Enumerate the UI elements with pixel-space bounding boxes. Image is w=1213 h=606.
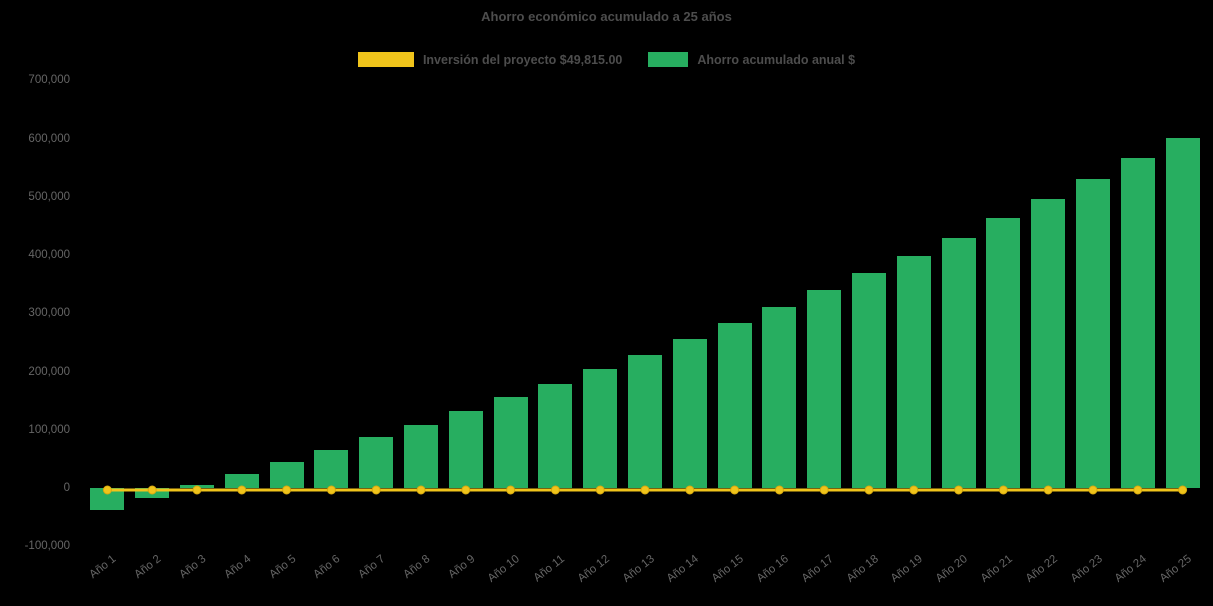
x-axis-tick-label: Año 22 [1023, 553, 1060, 585]
y-axis-tick-label: 100,000 [28, 423, 70, 436]
x-axis-tick-label: Año 5 [266, 553, 298, 581]
x-axis-tick-label: Año 20 [933, 553, 970, 585]
x-axis-tick-label: Año 7 [356, 553, 388, 581]
bar-año-14 [672, 338, 707, 488]
x-axis-tick-label: Año 4 [222, 553, 254, 581]
y-axis-tick-label: -100,000 [24, 540, 70, 553]
x-axis-tick-label: Año 17 [799, 553, 836, 585]
bar-año-19 [896, 255, 931, 488]
bar-año-10 [493, 397, 528, 488]
bar-año-15 [717, 323, 752, 488]
legend-label-ahorro: Ahorro acumulado anual $ [697, 52, 856, 67]
bar-año-17 [807, 289, 842, 488]
bar-año-8 [404, 424, 438, 488]
y-axis-tick-label: 0 [63, 482, 70, 494]
y-axis-tick-label: 300,000 [28, 307, 70, 320]
x-axis-tick-label: Año 25 [1157, 553, 1194, 585]
x-axis-tick-label: Año 24 [1113, 553, 1150, 585]
bar-año-21 [986, 218, 1021, 488]
bar-año-12 [583, 369, 618, 488]
bar-año-25 [1165, 137, 1200, 488]
chart-title: Ahorro económico acumulado a 25 años [481, 9, 732, 24]
x-axis-tick-label: Año 9 [446, 553, 478, 581]
bar-año-5 [269, 462, 304, 488]
bar-año-6 [314, 450, 349, 488]
legend-item-ahorro[interactable]: Ahorro acumulado anual $ [648, 52, 855, 67]
x-axis-tick-label: Año 13 [620, 553, 657, 585]
x-axis-tick-label: Año 2 [132, 553, 164, 581]
bar-año-24 [1120, 158, 1155, 488]
legend-item-inversion[interactable]: Inversión del proyecto $49,815.00 [357, 52, 623, 67]
bar-año-16 [762, 306, 797, 488]
bar-año-7 [359, 437, 394, 488]
x-axis-tick-label: Año 15 [709, 553, 746, 585]
bar-año-23 [1076, 178, 1110, 488]
bar-año-3 [180, 484, 214, 488]
x-axis-tick-label: Año 6 [311, 553, 343, 581]
y-axis-tick-label: 400,000 [28, 249, 70, 261]
bar-año-20 [941, 237, 976, 488]
bar-año-22 [1031, 199, 1066, 488]
y-axis-tick-label: 200,000 [28, 365, 70, 378]
x-axis-tick-label: Año 10 [485, 553, 522, 585]
x-axis-tick-label: Año 16 [754, 553, 791, 585]
x-axis-tick-label: Año 3 [177, 553, 209, 581]
bar-año-18 [852, 273, 886, 488]
chart-legend: Inversión del proyecto $49,815.00 Ahorro… [0, 52, 1213, 67]
x-axis-tick-label: Año 19 [889, 553, 926, 585]
bar-año-11 [538, 383, 573, 488]
x-axis-tick-label: Año 23 [1068, 553, 1105, 585]
x-axis-tick-label: Año 8 [401, 553, 433, 581]
y-axis-tick-label: 500,000 [28, 190, 70, 203]
x-axis-tick-label: Año 18 [844, 553, 881, 585]
legend-label-inversion: Inversión del proyecto $49,815.00 [422, 52, 623, 67]
x-axis-tick-label: Año 12 [575, 553, 612, 585]
y-axis-tick-label: 600,000 [28, 132, 70, 145]
legend-swatch-inversion-icon [357, 52, 414, 67]
bar-año-13 [628, 354, 662, 488]
legend-swatch-ahorro-icon [648, 52, 689, 67]
bar-año-2 [135, 488, 170, 499]
x-axis-tick-label: Año 21 [978, 553, 1015, 585]
x-axis-tick-label: Año 11 [531, 553, 567, 585]
bar-año-4 [224, 474, 259, 488]
bar-año-9 [448, 411, 483, 488]
bar-año-1 [90, 488, 125, 511]
y-axis-tick-label: 700,000 [28, 74, 70, 87]
x-axis-tick-label: Año 1 [87, 553, 119, 581]
x-axis-tick-label: Año 14 [665, 553, 702, 585]
